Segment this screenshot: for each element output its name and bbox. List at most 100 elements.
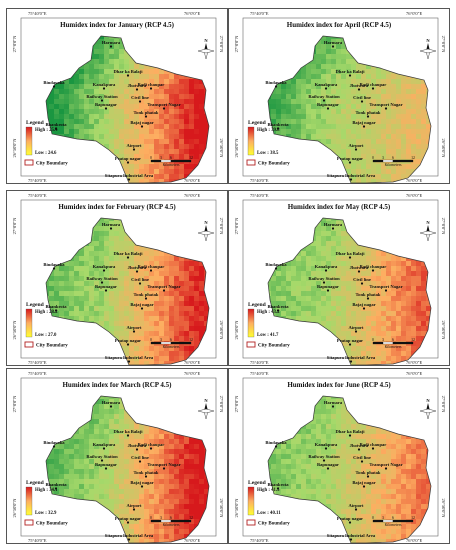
place-label: Airport [348, 143, 364, 148]
place-marker [348, 256, 352, 259]
lon-label-left: 75°40'0"E [250, 371, 269, 376]
place-marker [354, 148, 358, 151]
legend-title: Legend [26, 302, 45, 308]
place-label: Civil line [353, 277, 371, 282]
place-label: Bajaj nagar [130, 480, 153, 485]
place-marker [274, 85, 278, 88]
place-label: Kanakpura [315, 442, 338, 447]
north-arrow-icon [419, 225, 437, 242]
place-label: Airport [126, 325, 142, 330]
lon-label-left-bottom: 75°40'0"E [28, 178, 47, 183]
place-label: Bindayaka [43, 262, 65, 267]
place-label: Dhar ka Balaji [113, 429, 143, 434]
place-marker [362, 307, 366, 310]
scale-unit: Kilometers [385, 345, 402, 349]
place-label: Bhankrota [267, 122, 289, 127]
place-label: Airport [348, 325, 364, 330]
boundary-swatch [24, 159, 34, 166]
map-neatline [242, 377, 439, 537]
lon-label-left: 75°40'0"E [250, 193, 269, 198]
place-marker [162, 467, 166, 470]
lon-label-right-bottom: 76°0'0"E [184, 538, 200, 543]
legend-title: Legend [248, 302, 267, 308]
map-title: Humidex index for May (RCP 4.5) [288, 203, 391, 211]
scale-tick: 12 [189, 516, 193, 520]
place-label: Bhankrota [45, 304, 67, 309]
scale-bar [150, 519, 192, 523]
place-label: Sitapura Industrial Area [327, 173, 376, 178]
legend-high: High : 43.2 [257, 310, 280, 315]
lat-label-top: 27°0'0"N [12, 395, 17, 412]
place-label: Harmara [102, 40, 121, 45]
scale-tick: 3 [160, 516, 162, 520]
place-marker [348, 161, 352, 164]
place-marker [138, 100, 142, 103]
lat-label-top-right: 27°0'0"N [441, 218, 446, 235]
place-marker [348, 434, 352, 437]
place-label: Dhar ka Balaji [113, 251, 143, 256]
scale-unit: Kilometers [163, 345, 180, 349]
place-marker [349, 360, 353, 363]
map-panel: 75°40'0"E 76°0'0"E 75°40'0"E 76°0'0"E 27°0'0… [6, 368, 228, 544]
place-marker [384, 289, 388, 292]
north-label: N [426, 38, 430, 43]
place-label: Bapunagar [95, 102, 117, 107]
place-marker [360, 460, 364, 463]
place-label: Badi chaupar [138, 82, 165, 87]
place-label: Jhotwara [350, 265, 369, 270]
place-marker [349, 178, 353, 181]
place-marker [324, 447, 328, 450]
legend-boundary: City Boundary [36, 162, 68, 167]
place-label: Civil line [353, 95, 371, 100]
place-marker [348, 521, 352, 524]
scale-unit: Kilometers [385, 163, 402, 167]
place-marker [384, 467, 388, 470]
north-arrow-icon [419, 43, 437, 60]
place-label: Airport [126, 143, 142, 148]
place-marker [54, 309, 58, 312]
scale-tick: 0 [372, 338, 374, 342]
lon-label-right-bottom: 76°0'0"E [184, 360, 200, 365]
place-marker [357, 448, 361, 451]
scale-bar [150, 341, 192, 345]
place-label: Bapunagar [95, 284, 117, 289]
legend-ramp [25, 486, 33, 516]
place-marker [104, 467, 108, 470]
place-label: Dhar ka Balaji [335, 429, 365, 434]
place-marker [354, 508, 358, 511]
place-label: Kanakpura [315, 82, 338, 87]
legend-high: High : 25.4 [35, 128, 58, 133]
legend-ramp [247, 126, 255, 156]
place-label: Civil line [131, 277, 149, 282]
place-label: Railway Station [308, 454, 340, 459]
legend-low: Low : 38.5 [257, 151, 279, 156]
lat-label-bottom-right: 26°50'0"N [219, 499, 224, 519]
legend-title: Legend [26, 120, 45, 126]
lat-label-top-right: 27°0'0"N [219, 218, 224, 235]
scale-tick: 0 [150, 156, 152, 160]
scale-tick: 3 [382, 338, 384, 342]
lon-label-left-bottom: 75°40'0"E [250, 178, 269, 183]
place-marker [366, 115, 370, 118]
scale-tick: 6 [392, 338, 394, 342]
place-label: Railway Station [86, 454, 118, 459]
map-panel: 75°40'0"E 76°0'0"E 75°40'0"E 76°0'0"E 27°0'0… [6, 8, 228, 184]
lon-label-right-bottom: 76°0'0"E [184, 178, 200, 183]
lon-label-right: 76°0'0"E [184, 11, 200, 16]
north-label: N [204, 38, 208, 43]
place-label: Jhotwara [128, 443, 147, 448]
lon-label-left: 75°40'0"E [28, 11, 47, 16]
lon-label-right: 76°0'0"E [184, 371, 200, 376]
place-marker [140, 125, 144, 128]
place-marker [127, 178, 131, 181]
north-arrow-icon [197, 43, 215, 60]
place-marker [149, 269, 153, 272]
place-marker [135, 270, 139, 273]
place-marker [126, 256, 130, 259]
lon-label-right-bottom: 76°0'0"E [406, 360, 422, 365]
map-title: Humidex index for March (RCP 4.5) [62, 381, 172, 389]
scale-tick: 0 [372, 516, 374, 520]
scale-unit: Kilometers [163, 523, 180, 527]
place-label: Tonk phatak [134, 470, 159, 475]
city-boundary-outline [267, 217, 432, 366]
